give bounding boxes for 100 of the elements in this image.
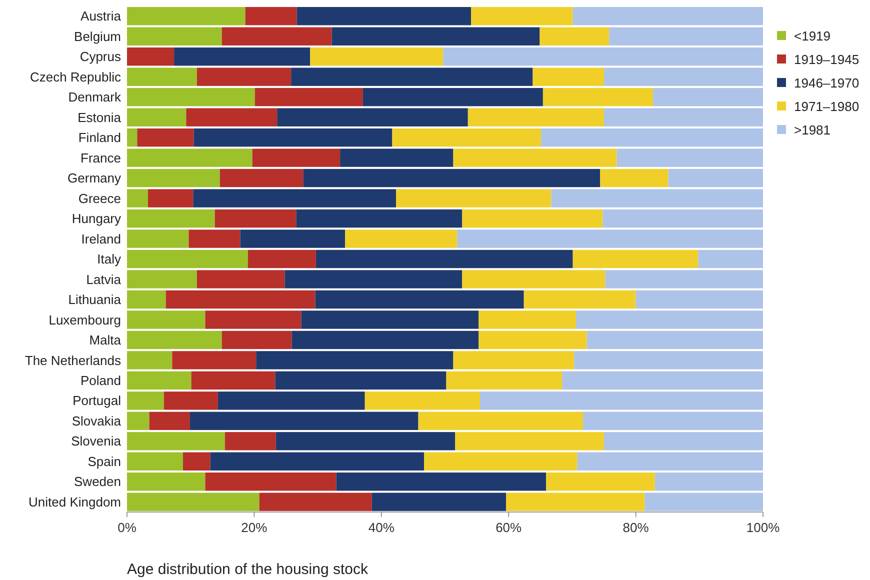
bar — [218, 392, 365, 410]
x-tick-label: 100% — [746, 520, 780, 535]
y-tick-label: United Kingdom — [28, 494, 121, 510]
bar — [149, 412, 190, 430]
y-tick-label: Denmark — [68, 90, 122, 105]
bar — [127, 168, 220, 188]
bar — [602, 209, 763, 228]
bar — [205, 472, 336, 491]
legend-label: <1919 — [794, 28, 831, 44]
bar — [455, 432, 604, 450]
bar — [254, 88, 363, 106]
bar — [220, 168, 304, 188]
bar — [127, 290, 166, 309]
bar — [277, 108, 468, 126]
bar — [583, 412, 763, 430]
bar — [424, 452, 578, 471]
y-tick-label: France — [80, 150, 121, 166]
y-tick-label: Austria — [80, 8, 122, 24]
bar — [586, 330, 763, 350]
bar — [222, 330, 292, 350]
bar — [276, 432, 456, 450]
bar — [551, 189, 763, 208]
bar — [540, 27, 610, 46]
y-tick-label: Cyprus — [80, 49, 122, 64]
bar — [127, 7, 246, 26]
bar — [196, 68, 292, 86]
bar — [453, 148, 617, 167]
bar — [137, 128, 194, 147]
bar — [196, 270, 285, 288]
bar — [127, 371, 192, 390]
bar — [127, 88, 255, 106]
bar — [252, 148, 340, 167]
bar — [600, 168, 668, 188]
y-tick-label: Portugal — [72, 393, 122, 408]
legend-label: >1981 — [794, 122, 831, 138]
bar — [310, 47, 444, 66]
x-tick-label: 40% — [368, 520, 395, 535]
bar — [396, 189, 552, 208]
bar — [443, 47, 763, 66]
bar — [127, 209, 215, 228]
bar — [164, 392, 218, 410]
bar — [604, 68, 763, 86]
bar — [457, 230, 763, 248]
bar — [127, 351, 172, 370]
bar — [191, 371, 276, 390]
bar — [652, 88, 763, 106]
y-tick-label: Czech Republic — [30, 69, 122, 84]
x-tick-label: 80% — [622, 520, 650, 535]
bar — [127, 270, 197, 288]
bar — [127, 412, 150, 430]
bar — [468, 108, 604, 126]
x-tick-label: 20% — [241, 520, 268, 535]
bar — [186, 108, 278, 126]
y-tick-label: Lithuania — [68, 292, 122, 308]
bar — [248, 250, 316, 268]
y-tick-label: Latvia — [86, 272, 122, 287]
bar — [462, 270, 606, 288]
bar — [291, 68, 533, 86]
bar — [214, 209, 296, 228]
bar — [478, 330, 587, 350]
bar — [316, 250, 573, 268]
bar — [572, 250, 698, 268]
bar — [127, 472, 206, 491]
bar — [478, 310, 576, 329]
bar — [127, 250, 248, 268]
legend-label: 1971–1980 — [794, 99, 860, 114]
bar — [572, 7, 763, 26]
legend-label: 1946–1970 — [794, 76, 860, 91]
bar — [668, 168, 763, 188]
bar — [259, 492, 372, 511]
bar — [127, 128, 138, 147]
bar — [332, 27, 540, 46]
bar — [372, 492, 506, 511]
bar — [303, 168, 600, 188]
y-tick-label: Luxembourg — [48, 312, 121, 328]
bar — [127, 310, 206, 329]
bar — [392, 128, 542, 147]
bar — [296, 209, 462, 228]
y-tick-label: Germany — [68, 170, 122, 186]
bar — [127, 492, 260, 511]
y-tick-label: Ireland — [81, 231, 121, 246]
bar — [188, 230, 240, 248]
bar — [362, 88, 543, 106]
bar — [644, 492, 763, 511]
bar — [190, 412, 418, 430]
bar — [524, 290, 636, 309]
bar — [604, 432, 763, 450]
bar — [193, 189, 396, 208]
x-tick-label: 60% — [496, 520, 522, 535]
bar — [462, 209, 603, 228]
bar — [284, 270, 462, 288]
bar — [574, 351, 763, 370]
bar — [453, 351, 574, 370]
bar — [210, 452, 424, 471]
bar — [336, 472, 546, 491]
x-tick-label: 0% — [118, 520, 137, 535]
bar — [446, 371, 562, 390]
bar — [127, 108, 186, 126]
bar — [222, 27, 332, 46]
y-tick-label: Malta — [89, 332, 122, 348]
